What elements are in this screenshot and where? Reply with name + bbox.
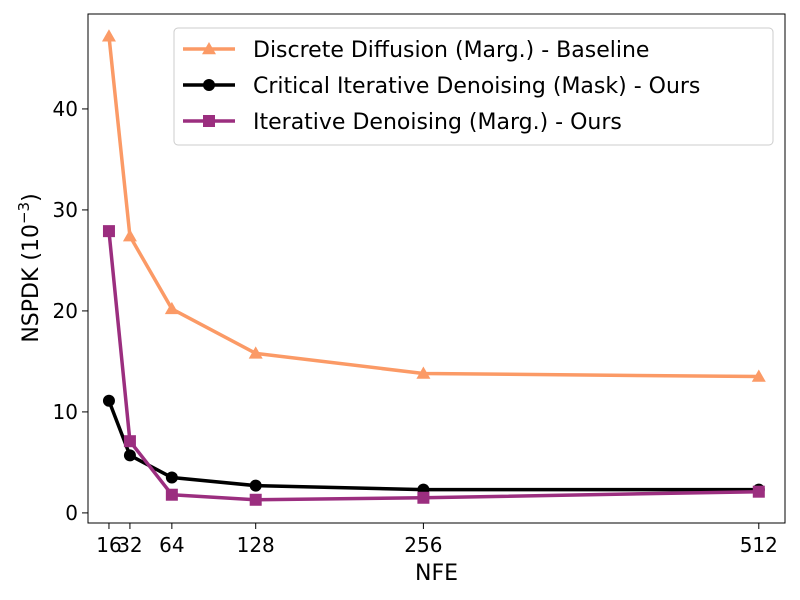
y-axis-label-exponent: −3 xyxy=(15,202,33,224)
data-point xyxy=(417,491,430,504)
data-point xyxy=(164,301,179,315)
data-point xyxy=(249,479,262,492)
legend-entry: Iterative Denoising (Marg.) - Ours xyxy=(183,110,622,135)
series-2 xyxy=(102,225,765,506)
x-tick-label: 512 xyxy=(740,533,778,557)
series-1 xyxy=(102,394,765,496)
x-tick-label: 128 xyxy=(237,533,275,557)
data-point xyxy=(122,229,137,242)
data-point xyxy=(165,488,178,501)
legend-entry: Discrete Diffusion (Marg.) - Baseline xyxy=(183,38,649,63)
series-line xyxy=(107,400,759,492)
data-point xyxy=(123,435,136,448)
y-tick-label: 10 xyxy=(53,400,78,424)
plot-area xyxy=(101,29,766,506)
legend-marker xyxy=(202,42,216,55)
legend-label: Critical Iterative Denoising (Mask) - Ou… xyxy=(253,74,700,99)
data-point xyxy=(102,394,115,407)
data-point xyxy=(165,471,178,484)
x-tick-label: 64 xyxy=(159,533,184,557)
data-point xyxy=(248,346,263,359)
y-tick-label: 40 xyxy=(53,97,78,121)
x-tick-label: 16 xyxy=(96,533,121,557)
legend-label: Discrete Diffusion (Marg.) - Baseline xyxy=(253,38,649,63)
plot-frame xyxy=(87,13,786,524)
y-tick-label: 0 xyxy=(65,501,78,525)
axes xyxy=(87,13,786,524)
series-line xyxy=(107,230,759,502)
data-point xyxy=(102,225,115,238)
x-tick-label: 32 xyxy=(117,533,142,557)
legend: Discrete Diffusion (Marg.) - Baseline Cri… xyxy=(173,27,774,146)
series-line xyxy=(107,36,759,379)
y-axis-label: NSPDK (10−3) xyxy=(15,193,44,342)
legend-label: Iterative Denoising (Marg.) - Ours xyxy=(253,110,622,135)
y-tick-label: 20 xyxy=(53,299,78,323)
series-0 xyxy=(101,29,766,382)
x-tick-label: 256 xyxy=(404,533,442,557)
y-tick-label: 30 xyxy=(53,198,78,222)
legend-box xyxy=(173,27,774,146)
data-point xyxy=(752,485,765,498)
y-axis-label-main: NSPDK (10 xyxy=(19,224,44,343)
data-point xyxy=(101,29,116,42)
data-point xyxy=(123,449,136,462)
x-axis-label: NFE xyxy=(415,561,458,586)
legend-entry: Critical Iterative Denoising (Mask) - Ou… xyxy=(183,74,700,99)
data-point xyxy=(416,366,431,379)
legend-marker xyxy=(203,79,215,91)
data-point xyxy=(751,369,766,382)
y-axis-label-close: ) xyxy=(19,193,44,202)
legend-marker xyxy=(203,115,215,127)
data-point xyxy=(249,493,262,506)
